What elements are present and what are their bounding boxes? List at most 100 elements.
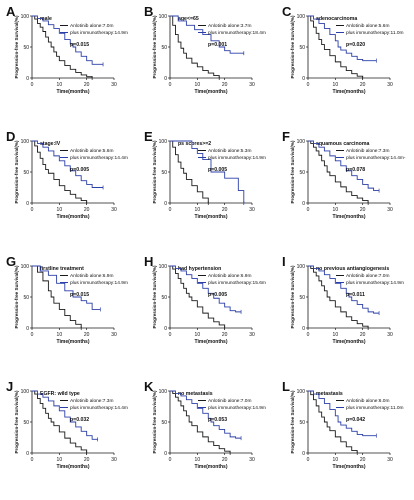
chart-title: stage:IV — [40, 141, 61, 147]
legend-label: plus immunotherapy:11.0m — [346, 405, 404, 411]
x-tick-label: 30 — [111, 332, 117, 338]
y-tick-label: 50 — [161, 295, 167, 301]
x-tick-label: 30 — [387, 332, 393, 338]
x-tick-label: 20 — [84, 82, 90, 88]
y-tick-label: 0 — [164, 326, 167, 332]
x-tick-label: 20 — [84, 457, 90, 463]
x-axis-label: Time(months) — [195, 339, 228, 345]
legend-label: Anlotinib alone:5.6m — [70, 148, 113, 154]
legend-label: Anlotinib alone:3.7m — [208, 23, 251, 29]
y-tick-label: 0 — [164, 201, 167, 207]
legend-label: plus immunotherapy:14.9m — [346, 280, 404, 286]
legend-label: plus immunotherapy:18.4m — [208, 30, 266, 36]
x-tick-label: 10 — [57, 457, 63, 463]
km-curve-immunotherapy — [170, 265, 242, 313]
x-tick-label: 30 — [249, 332, 255, 338]
x-tick-label: 0 — [169, 82, 172, 88]
km-curve-immunotherapy — [170, 15, 244, 54]
x-axis-label: Time(months) — [195, 89, 228, 95]
km-curve-immunotherapy — [32, 390, 98, 440]
y-tick-label: 0 — [164, 76, 167, 82]
x-tick-label: 20 — [84, 207, 90, 213]
y-tick-label: 50 — [161, 420, 167, 426]
km-curve-immunotherapy — [308, 265, 380, 314]
x-tick-label: 20 — [360, 332, 366, 338]
x-tick-label: 10 — [333, 207, 339, 213]
p-value: p=0.078 — [346, 167, 365, 173]
x-tick-label: 30 — [387, 82, 393, 88]
x-tick-label: 30 — [111, 82, 117, 88]
panel-letter: F — [282, 129, 290, 144]
y-tick-label: 0 — [302, 326, 305, 332]
y-tick-label: 50 — [299, 295, 305, 301]
x-tick-label: 30 — [387, 207, 393, 213]
y-tick-label: 0 — [26, 451, 29, 457]
x-tick-label: 30 — [249, 457, 255, 463]
y-tick-label: 0 — [26, 76, 29, 82]
panel-letter: I — [282, 254, 286, 269]
legend-label: Anlotinib alone:7.3m — [70, 398, 113, 404]
y-tick-label: 100 — [21, 389, 30, 395]
x-tick-label: 0 — [307, 82, 310, 88]
x-tick-label: 10 — [195, 457, 201, 463]
legend-label: Anlotinib alone:7.0m — [346, 273, 389, 279]
km-curve-anlotinib — [170, 15, 220, 78]
x-axis-label: Time(months) — [195, 464, 228, 470]
x-tick-label: 10 — [333, 332, 339, 338]
y-tick-label: 100 — [159, 389, 168, 395]
y-tick-label: 50 — [299, 420, 305, 426]
x-tick-label: 10 — [195, 207, 201, 213]
x-tick-label: 20 — [360, 457, 366, 463]
legend-label: Anlotinib alone:7.0m — [208, 398, 251, 404]
x-axis-label: Time(months) — [57, 89, 90, 95]
x-tick-label: 0 — [169, 457, 172, 463]
y-axis-label: Progression-free Survival(%) — [290, 390, 295, 454]
legend-label: Anlotinib alone:7.0m — [70, 23, 113, 29]
x-tick-label: 20 — [222, 457, 228, 463]
y-axis-label: Progression-free Survival(%) — [14, 390, 19, 454]
panel-letter: H — [144, 254, 153, 269]
p-value: p=0.042 — [346, 417, 365, 423]
x-axis-label: Time(months) — [333, 464, 366, 470]
legend-label: plus immunotherapy:14.4m- — [346, 155, 406, 161]
km-curve-anlotinib — [32, 15, 93, 78]
y-tick-label: 100 — [297, 264, 306, 270]
x-tick-label: 0 — [169, 207, 172, 213]
x-tick-label: 20 — [222, 332, 228, 338]
p-value: p=0.032 — [70, 417, 89, 423]
km-curve-anlotinib — [32, 265, 82, 328]
p-value: p=0.005 — [208, 292, 227, 298]
x-tick-label: 0 — [169, 332, 172, 338]
p-value: p=0.020 — [346, 42, 365, 48]
km-curve-anlotinib — [170, 265, 226, 328]
x-tick-label: 20 — [84, 332, 90, 338]
legend-label: Anlotinib alone:5.3m — [208, 148, 251, 154]
y-axis-label: Progression-free Survival(%) — [290, 140, 295, 204]
x-axis-label: Time(months) — [57, 464, 90, 470]
x-tick-label: 20 — [360, 82, 366, 88]
chart-title: firstline treatment — [40, 266, 84, 272]
p-value: p=0.015 — [70, 42, 89, 48]
x-tick-label: 10 — [57, 82, 63, 88]
y-tick-label: 0 — [302, 201, 305, 207]
x-tick-label: 10 — [195, 82, 201, 88]
y-axis-label: Progression-free Survival(%) — [290, 15, 295, 79]
chart-title: adenocarcinoma — [316, 16, 357, 22]
y-tick-label: 50 — [23, 420, 29, 426]
km-curve-anlotinib — [308, 140, 369, 203]
km-curve-anlotinib — [170, 140, 209, 203]
panel-letter: B — [144, 4, 153, 19]
legend-label: Anlotinib alone:5.6m — [346, 23, 389, 29]
y-tick-label: 100 — [21, 264, 30, 270]
y-tick-label: 50 — [23, 45, 29, 51]
x-tick-label: 30 — [387, 457, 393, 463]
y-tick-label: 100 — [159, 264, 168, 270]
x-axis-label: Time(months) — [57, 339, 90, 345]
legend-label: Anlotinib alone:6.0m — [346, 398, 389, 404]
y-axis-label: Progression-free Survival(%) — [152, 15, 157, 79]
legend-label: plus immunotherapy:15.6m — [208, 280, 266, 286]
chart-title: ps scores>=2 — [178, 141, 211, 147]
